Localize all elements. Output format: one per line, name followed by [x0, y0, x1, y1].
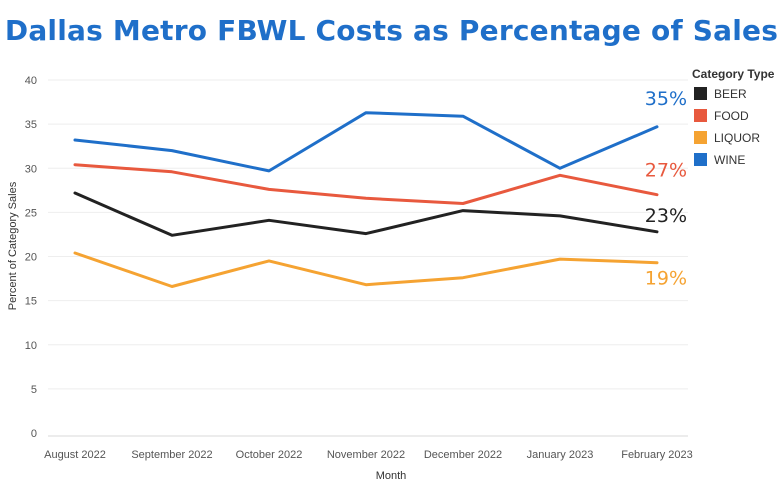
legend-item-food[interactable]: FOOD — [694, 109, 749, 123]
y-tick-label: 10 — [25, 340, 37, 352]
y-tick-label: 25 — [25, 207, 37, 219]
y-tick-label: 15 — [25, 296, 37, 308]
x-tick-label: January 2023 — [527, 449, 594, 461]
series-line-beer — [73, 191, 659, 237]
grid-lines — [48, 79, 688, 390]
x-tick-label: November 2022 — [327, 449, 405, 461]
legend-swatch-liquor — [694, 131, 707, 144]
x-tick-label: October 2022 — [236, 449, 303, 461]
x-tick-label: February 2023 — [621, 449, 693, 461]
x-tick-label: December 2022 — [424, 449, 502, 461]
y-tick-label: 20 — [25, 252, 37, 264]
y-tick-label: 0 — [31, 428, 37, 440]
x-axis-title: Month — [376, 470, 407, 482]
end-labels: 23% 27% 19% 35% — [645, 88, 687, 290]
y-tick-label: 30 — [25, 163, 37, 175]
legend-label-liquor: LIQUOR — [714, 131, 760, 145]
series-line-wine — [73, 111, 659, 173]
x-tick-label: September 2022 — [131, 449, 212, 461]
series-line-liquor — [73, 251, 659, 288]
legend-item-beer[interactable]: BEER — [694, 87, 747, 101]
legend-item-liquor[interactable]: LIQUOR — [694, 131, 760, 145]
end-label-liquor: 19% — [645, 268, 687, 290]
legend-swatch-wine — [694, 153, 707, 166]
legend-label-beer: BEER — [714, 87, 747, 101]
y-axis-title: Percent of Category Sales — [7, 181, 19, 310]
x-tick-label: August 2022 — [44, 449, 106, 461]
end-label-wine: 35% — [645, 88, 687, 110]
legend-title: Category Type — [692, 67, 775, 81]
chart-title: Dallas Metro FBWL Costs as Percentage of… — [4, 14, 779, 47]
legend-label-food: FOOD — [714, 109, 749, 123]
legend-label-wine: WINE — [714, 153, 745, 167]
series-lines — [73, 111, 659, 288]
legend-item-wine[interactable]: WINE — [694, 153, 745, 167]
end-label-food: 27% — [645, 160, 687, 182]
series-line-food — [73, 163, 659, 205]
y-tick-label: 40 — [25, 75, 37, 87]
y-tick-label: 5 — [31, 384, 37, 396]
legend-swatch-food — [694, 109, 707, 122]
axes: 0 5 10 15 20 25 30 35 40 August 2022 September 202… — [7, 75, 693, 482]
y-tick-label: 35 — [25, 119, 37, 131]
legend[interactable]: Category Type BEER FOOD LIQUOR WINE — [692, 67, 775, 167]
end-label-beer: 23% — [645, 205, 687, 227]
legend-swatch-beer — [694, 87, 707, 100]
